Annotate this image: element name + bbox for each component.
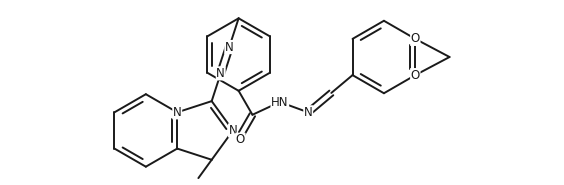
Text: O: O (236, 133, 245, 146)
Text: N: N (304, 106, 312, 119)
Text: O: O (411, 32, 420, 45)
Text: O: O (411, 69, 420, 82)
Text: N: N (217, 67, 225, 80)
Text: HN: HN (271, 95, 289, 109)
Text: N: N (228, 124, 237, 137)
Text: N: N (225, 41, 233, 53)
Text: N: N (173, 106, 182, 119)
